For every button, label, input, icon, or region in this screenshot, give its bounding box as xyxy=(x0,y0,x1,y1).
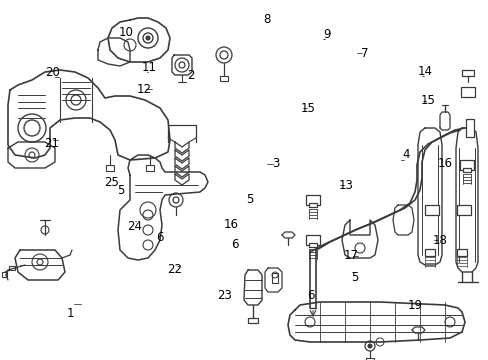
Polygon shape xyxy=(108,18,170,62)
Polygon shape xyxy=(175,166,189,177)
Bar xyxy=(305,235,319,245)
Bar xyxy=(106,165,114,171)
Bar xyxy=(461,70,473,76)
Text: 25: 25 xyxy=(104,176,119,189)
Bar xyxy=(1,271,6,276)
Polygon shape xyxy=(341,220,377,258)
Bar xyxy=(308,203,316,207)
Bar xyxy=(456,205,470,215)
Polygon shape xyxy=(8,70,170,160)
Polygon shape xyxy=(411,327,424,333)
Bar xyxy=(220,76,227,81)
Text: 4: 4 xyxy=(401,148,409,161)
Bar xyxy=(305,195,319,205)
Polygon shape xyxy=(118,155,207,260)
Polygon shape xyxy=(175,150,189,161)
Bar xyxy=(9,266,15,270)
Bar xyxy=(146,165,154,171)
Bar xyxy=(460,87,474,97)
Text: 13: 13 xyxy=(338,179,353,192)
Text: 16: 16 xyxy=(223,219,238,231)
Text: 1: 1 xyxy=(67,307,75,320)
Text: 6: 6 xyxy=(155,231,163,244)
Text: 3: 3 xyxy=(272,157,280,170)
Text: 18: 18 xyxy=(432,234,447,247)
Text: 9: 9 xyxy=(322,28,330,41)
Polygon shape xyxy=(392,205,413,235)
Polygon shape xyxy=(264,268,282,292)
Polygon shape xyxy=(8,142,55,168)
Polygon shape xyxy=(15,250,65,280)
Text: 6: 6 xyxy=(230,238,238,251)
Polygon shape xyxy=(287,302,464,342)
Text: 22: 22 xyxy=(167,263,182,276)
Bar xyxy=(459,160,473,170)
Polygon shape xyxy=(175,158,189,169)
Bar xyxy=(424,248,434,256)
Text: 17: 17 xyxy=(343,249,358,262)
Text: 5: 5 xyxy=(245,193,253,206)
Polygon shape xyxy=(282,232,294,238)
Bar xyxy=(308,243,316,247)
Text: 21: 21 xyxy=(44,137,59,150)
Text: 10: 10 xyxy=(119,26,133,39)
Text: 14: 14 xyxy=(417,65,432,78)
Text: 5: 5 xyxy=(117,184,125,197)
Text: 20: 20 xyxy=(45,66,60,79)
Text: 11: 11 xyxy=(142,61,156,74)
Polygon shape xyxy=(175,174,189,185)
Bar xyxy=(462,168,470,172)
Text: 12: 12 xyxy=(137,83,151,96)
Polygon shape xyxy=(417,128,441,265)
Text: 24: 24 xyxy=(127,220,142,233)
Polygon shape xyxy=(439,112,449,130)
Text: 19: 19 xyxy=(407,299,421,312)
Text: 15: 15 xyxy=(420,94,434,107)
Bar xyxy=(365,357,373,360)
Polygon shape xyxy=(244,270,262,305)
Text: 23: 23 xyxy=(217,289,232,302)
Text: 8: 8 xyxy=(262,13,270,26)
Polygon shape xyxy=(455,128,477,272)
Polygon shape xyxy=(175,142,189,153)
Text: 5: 5 xyxy=(350,271,358,284)
Text: 2: 2 xyxy=(186,69,194,82)
Polygon shape xyxy=(172,55,192,75)
Polygon shape xyxy=(98,38,130,66)
Bar xyxy=(247,318,258,323)
Circle shape xyxy=(146,36,150,40)
Bar xyxy=(456,248,466,256)
Bar xyxy=(271,273,278,283)
Text: 16: 16 xyxy=(437,157,451,170)
Text: 15: 15 xyxy=(300,102,315,114)
Bar xyxy=(465,119,473,137)
Text: 7: 7 xyxy=(360,47,367,60)
Bar xyxy=(424,205,438,215)
Circle shape xyxy=(367,344,371,348)
Text: 6: 6 xyxy=(306,289,314,302)
